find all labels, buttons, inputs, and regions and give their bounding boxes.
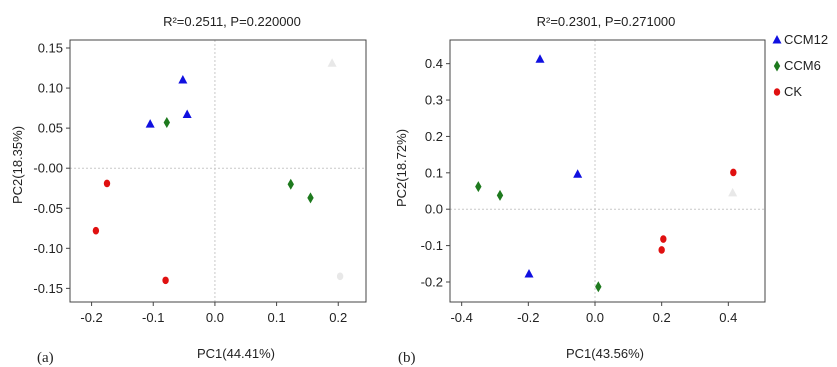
panel-b-point-ck <box>730 168 737 177</box>
panel-b-point-ccm6 <box>475 181 482 193</box>
panel-b-x-ticks: -0.4 -0.2 0.0 0.2 0.4 <box>450 302 737 325</box>
panel-a-x-axis-label: PC1(44.41%) <box>197 346 275 361</box>
panel-a-point-ccm6 <box>287 178 294 190</box>
panel-b-y-tick-label: 0.2 <box>425 129 443 144</box>
panel-b-x-axis-label: PC1(43.56%) <box>566 346 644 361</box>
panel-b-point-ccm12 <box>524 268 534 278</box>
legend-marker-ck <box>773 88 781 96</box>
panel-b-x-tick-label: 0.4 <box>719 310 737 325</box>
panel-a-title: R²=0.2511, P=0.220000 <box>163 14 301 29</box>
panel-a-points <box>92 58 344 285</box>
panel-a-point-ck <box>103 179 111 188</box>
panel-a-x-tick-label: 0.2 <box>329 310 347 325</box>
legend-label-ck: CK <box>784 84 802 99</box>
panel-a-y-tick-label: 0.10 <box>38 81 63 96</box>
panel-a-y-tick-label: 0.15 <box>38 41 63 56</box>
panel-b-point-ccm6 <box>595 281 602 293</box>
panel-a-y-tick-label: 0.05 <box>38 121 63 136</box>
panel-b-y-tick-label: -0.1 <box>421 238 443 253</box>
panel-b-y-tick-label: 0.4 <box>425 56 443 71</box>
panel-b-y-tick-label: 0.3 <box>425 93 443 108</box>
panel-a-x-ticks: -0.2 -0.1 0.0 0.1 0.2 <box>80 302 347 325</box>
panel-a-y-ticks: 0.15 0.10 0.05 -0.00 -0.05 -0.10 -0.15 <box>33 41 70 296</box>
legend-marker-ccm6 <box>773 60 781 72</box>
panel-a-point-ccm6 <box>307 192 314 204</box>
panel-b-x-tick-label: -0.2 <box>517 310 539 325</box>
panel-a-point-unlabeled <box>327 58 337 67</box>
panel-b-label: (b) <box>398 350 416 366</box>
legend-marker-ccm12 <box>772 35 782 44</box>
panel-b-point-ccm12 <box>535 54 545 63</box>
panel-b-y-tick-label: 0.1 <box>425 165 443 180</box>
panel-a-x-tick-label: 0.1 <box>268 310 286 325</box>
panel-b-point-ccm12 <box>573 169 583 178</box>
panel-b-y-ticks: 0.4 0.3 0.2 0.1 0.0 -0.1 -0.2 <box>421 56 450 289</box>
panel-b-y-axis-label: PC2(18.72%) <box>394 129 409 207</box>
panel-b-x-tick-label: 0.0 <box>586 310 604 325</box>
panel-a-x-tick-label: 0.0 <box>206 310 224 325</box>
panel-a-label: (a) <box>37 350 54 366</box>
panel-a-y-tick-label: -0.10 <box>33 241 63 256</box>
panel-b-points <box>475 54 738 293</box>
legend-label-ccm12: CCM12 <box>784 32 828 47</box>
panel-a-y-axis-label: PC2(18.35%) <box>10 126 25 204</box>
panel-b: R²=0.2301, P=0.271000 -0.4 -0.2 0.0 0.2 0.4 … <box>394 14 766 366</box>
panel-a-reference-lines <box>70 40 366 302</box>
panel-a-x-tick-label: -0.2 <box>80 310 102 325</box>
panel-b-x-tick-label: 0.2 <box>653 310 671 325</box>
panel-b-y-tick-label: -0.2 <box>421 274 443 289</box>
panel-a-y-tick-label: -0.05 <box>33 201 63 216</box>
panel-b-point-ccm6 <box>496 189 504 201</box>
panel-b-plot-frame <box>449 39 766 303</box>
panel-b-point-ck <box>658 246 665 254</box>
panel-a-point-ccm12 <box>145 119 155 128</box>
panel-b-point-ck <box>660 235 667 243</box>
panel-a-point-ccm12 <box>178 75 188 84</box>
panel-a: R²=0.2511, P=0.220000 -0.2 -0.1 0.0 0.1 0.2 … <box>10 14 367 366</box>
panel-a-x-tick-label: -0.1 <box>142 310 164 325</box>
panel-b-y-tick-label: 0.0 <box>425 202 443 217</box>
panel-a-plot-frame <box>69 39 367 303</box>
panel-a-point-ccm12 <box>182 109 192 119</box>
panel-b-x-tick-label: -0.4 <box>450 310 472 325</box>
panel-a-y-tick-label: -0.00 <box>33 161 63 176</box>
panel-a-point-ccm6 <box>163 117 171 129</box>
panel-b-reference-lines <box>450 40 765 302</box>
panel-b-title: R²=0.2301, P=0.271000 <box>537 14 676 29</box>
panel-a-point-ck <box>92 226 100 235</box>
legend: CCM12 CCM6 CK <box>772 32 828 99</box>
panel-a-point-ck <box>162 276 169 285</box>
panel-b-point-unlabeled <box>728 187 738 197</box>
legend-label-ccm6: CCM6 <box>784 58 821 73</box>
panel-a-y-tick-label: -0.15 <box>33 281 63 296</box>
panel-a-point-unlabeled <box>336 272 344 281</box>
